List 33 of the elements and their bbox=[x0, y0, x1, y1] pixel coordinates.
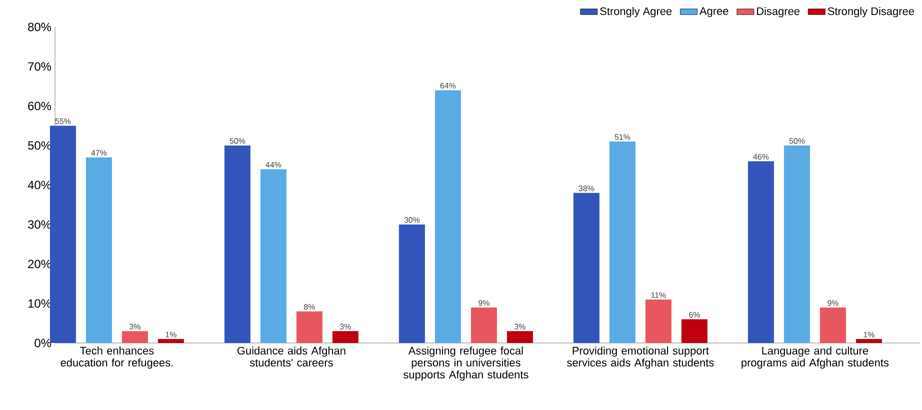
legend-label: Strongly Agree bbox=[600, 7, 672, 18]
bar bbox=[158, 339, 184, 343]
bar bbox=[434, 90, 461, 343]
bar bbox=[784, 145, 810, 343]
legend-label: Strongly Disagree bbox=[828, 7, 914, 18]
y-tick-label: 60% bbox=[28, 102, 52, 110]
bar bbox=[260, 169, 286, 343]
x-tick-label: Guidance aids Afghan students' careers bbox=[237, 346, 346, 367]
bar bbox=[609, 142, 636, 343]
x-tick-label: Tech enhances education for refugees. bbox=[60, 346, 173, 369]
x-tick-label: Assigning refugee focal persons in universities supports Afghan students bbox=[404, 346, 528, 381]
bar bbox=[645, 300, 672, 343]
y-tick-label: 0% bbox=[34, 338, 52, 348]
bar bbox=[856, 339, 882, 343]
bar bbox=[296, 311, 322, 343]
bar bbox=[820, 307, 846, 343]
bar bbox=[122, 331, 148, 343]
bar bbox=[681, 319, 708, 343]
x-tick-label: Language and culture programs aid Afghan students bbox=[742, 346, 889, 369]
y-tick-label: 70% bbox=[28, 62, 52, 71]
bar bbox=[332, 331, 358, 343]
bar bbox=[506, 331, 533, 343]
bar bbox=[224, 145, 250, 343]
x-tick-label: Providing emotional support services aids Afghan students bbox=[567, 346, 714, 369]
bar bbox=[50, 126, 76, 343]
bar bbox=[748, 161, 774, 343]
bar bbox=[398, 224, 425, 343]
y-tick-label: 80% bbox=[28, 22, 52, 32]
legend-label: Agree bbox=[700, 7, 728, 18]
bar bbox=[470, 307, 497, 343]
legend-label: Disagree bbox=[757, 7, 800, 18]
bar bbox=[86, 157, 112, 343]
bar bbox=[573, 192, 600, 343]
